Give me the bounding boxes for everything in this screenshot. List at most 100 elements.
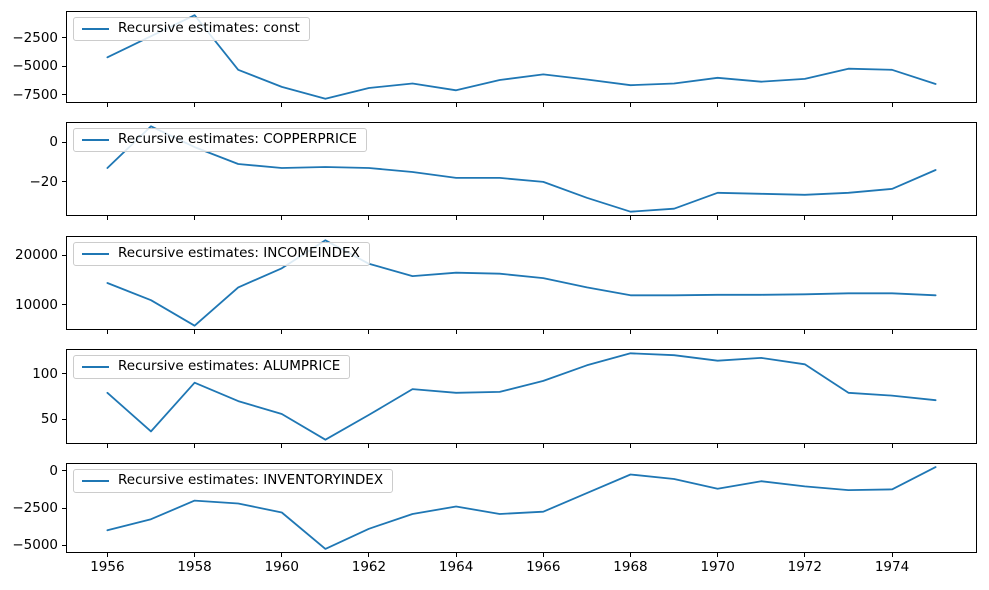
x-tick-mark bbox=[368, 553, 370, 557]
axes-spines bbox=[66, 11, 977, 103]
x-tick-mark bbox=[281, 103, 283, 107]
legend-INCOMEINDEX: Recursive estimates: INCOMEINDEX bbox=[73, 242, 370, 266]
axes-COPPERPRICE bbox=[66, 122, 977, 216]
x-tick-mark bbox=[542, 103, 544, 107]
x-tick-mark bbox=[804, 216, 806, 220]
x-tick-mark bbox=[891, 444, 893, 448]
x-tick-mark bbox=[891, 103, 893, 107]
x-tick-mark bbox=[629, 553, 631, 557]
x-tick-label: 1966 bbox=[526, 559, 561, 575]
axes-spines bbox=[66, 463, 977, 553]
x-tick-mark bbox=[804, 553, 806, 557]
x-tick-mark bbox=[804, 444, 806, 448]
line-ALUMPRICE bbox=[106, 352, 937, 441]
x-tick-label: 1960 bbox=[264, 559, 299, 575]
x-tick-mark bbox=[281, 330, 283, 334]
x-tick-label: 1964 bbox=[438, 559, 474, 575]
y-tick-mark bbox=[62, 373, 66, 375]
x-tick-mark bbox=[194, 553, 196, 557]
legend-label-INVENTORYINDEX: Recursive estimates: INVENTORYINDEX bbox=[118, 472, 384, 488]
x-tick-label: 1968 bbox=[613, 559, 648, 575]
y-tick-label: −5000 bbox=[12, 58, 58, 75]
x-tick-mark bbox=[804, 330, 806, 334]
axes-ALUMPRICE bbox=[66, 349, 977, 444]
y-tick-label: 10000 bbox=[15, 296, 58, 313]
legend-label-ALUMPRICE: Recursive estimates: ALUMPRICE bbox=[118, 358, 341, 374]
legend-const: Recursive estimates: const bbox=[73, 17, 310, 41]
x-tick-label: 1962 bbox=[351, 559, 387, 575]
x-tick-label: 1956 bbox=[90, 559, 125, 575]
x-tick-mark bbox=[455, 553, 457, 557]
x-tick-mark bbox=[106, 103, 108, 107]
x-tick-label: 1970 bbox=[700, 559, 735, 575]
x-tick-mark bbox=[455, 216, 457, 220]
x-tick-mark bbox=[629, 103, 631, 107]
legend-line-sample-icon bbox=[82, 27, 109, 30]
y-tick-mark bbox=[62, 37, 66, 39]
axes-const bbox=[66, 11, 977, 103]
line-const bbox=[106, 14, 937, 100]
x-tick-mark bbox=[542, 330, 544, 334]
y-tick-mark bbox=[62, 304, 66, 306]
x-tick-mark bbox=[368, 444, 370, 448]
y-tick-mark bbox=[62, 544, 66, 546]
y-tick-label: −5000 bbox=[12, 537, 58, 554]
y-tick-mark bbox=[62, 254, 66, 256]
x-tick-mark bbox=[106, 216, 108, 220]
x-tick-mark bbox=[106, 553, 108, 557]
y-tick-mark bbox=[62, 181, 66, 183]
x-tick-mark bbox=[106, 330, 108, 334]
y-tick-mark bbox=[62, 94, 66, 96]
x-tick-mark bbox=[629, 330, 631, 334]
x-tick-mark bbox=[542, 444, 544, 448]
axes-spines bbox=[66, 349, 977, 444]
y-tick-mark bbox=[62, 507, 66, 509]
axes-INCOMEINDEX bbox=[66, 236, 977, 330]
x-tick-mark bbox=[804, 103, 806, 107]
x-tick-mark bbox=[891, 216, 893, 220]
x-tick-mark bbox=[542, 553, 544, 557]
x-tick-mark bbox=[542, 216, 544, 220]
x-tick-mark bbox=[194, 444, 196, 448]
y-tick-label: 0 bbox=[49, 134, 58, 151]
x-tick-mark bbox=[194, 330, 196, 334]
legend-ALUMPRICE: Recursive estimates: ALUMPRICE bbox=[73, 355, 351, 379]
x-tick-mark bbox=[281, 553, 283, 557]
x-tick-mark bbox=[368, 103, 370, 107]
x-tick-mark bbox=[455, 330, 457, 334]
legend-COPPERPRICE: Recursive estimates: COPPERPRICE bbox=[73, 128, 367, 152]
x-tick-label: 1974 bbox=[874, 559, 910, 575]
y-tick-mark bbox=[62, 65, 66, 67]
line-INVENTORYINDEX bbox=[106, 466, 937, 550]
x-tick-mark bbox=[368, 330, 370, 334]
axes-spines bbox=[66, 122, 977, 216]
x-tick-mark bbox=[717, 444, 719, 448]
x-tick-mark bbox=[455, 103, 457, 107]
x-tick-mark bbox=[455, 444, 457, 448]
y-tick-label: 50 bbox=[40, 411, 58, 428]
x-tick-mark bbox=[281, 216, 283, 220]
x-tick-mark bbox=[891, 330, 893, 334]
x-tick-mark bbox=[629, 216, 631, 220]
y-tick-label: −20 bbox=[29, 173, 59, 190]
x-tick-mark bbox=[717, 216, 719, 220]
x-tick-label: 1972 bbox=[787, 559, 822, 575]
line-INCOMEINDEX bbox=[106, 239, 937, 327]
line-COPPERPRICE bbox=[106, 125, 937, 213]
y-tick-label: 0 bbox=[49, 462, 58, 479]
x-tick-mark bbox=[368, 216, 370, 220]
y-tick-mark bbox=[62, 418, 66, 420]
y-tick-label: −2500 bbox=[12, 29, 58, 46]
y-tick-mark bbox=[62, 141, 66, 143]
legend-line-sample-icon bbox=[82, 252, 109, 255]
legend-label-const: Recursive estimates: const bbox=[118, 20, 300, 36]
x-tick-mark bbox=[194, 216, 196, 220]
x-tick-mark bbox=[717, 103, 719, 107]
x-tick-mark bbox=[194, 103, 196, 107]
x-tick-mark bbox=[106, 444, 108, 448]
y-tick-mark bbox=[62, 470, 66, 472]
legend-INVENTORYINDEX: Recursive estimates: INVENTORYINDEX bbox=[73, 469, 394, 493]
x-tick-label: 1958 bbox=[177, 559, 212, 575]
x-tick-mark bbox=[629, 444, 631, 448]
